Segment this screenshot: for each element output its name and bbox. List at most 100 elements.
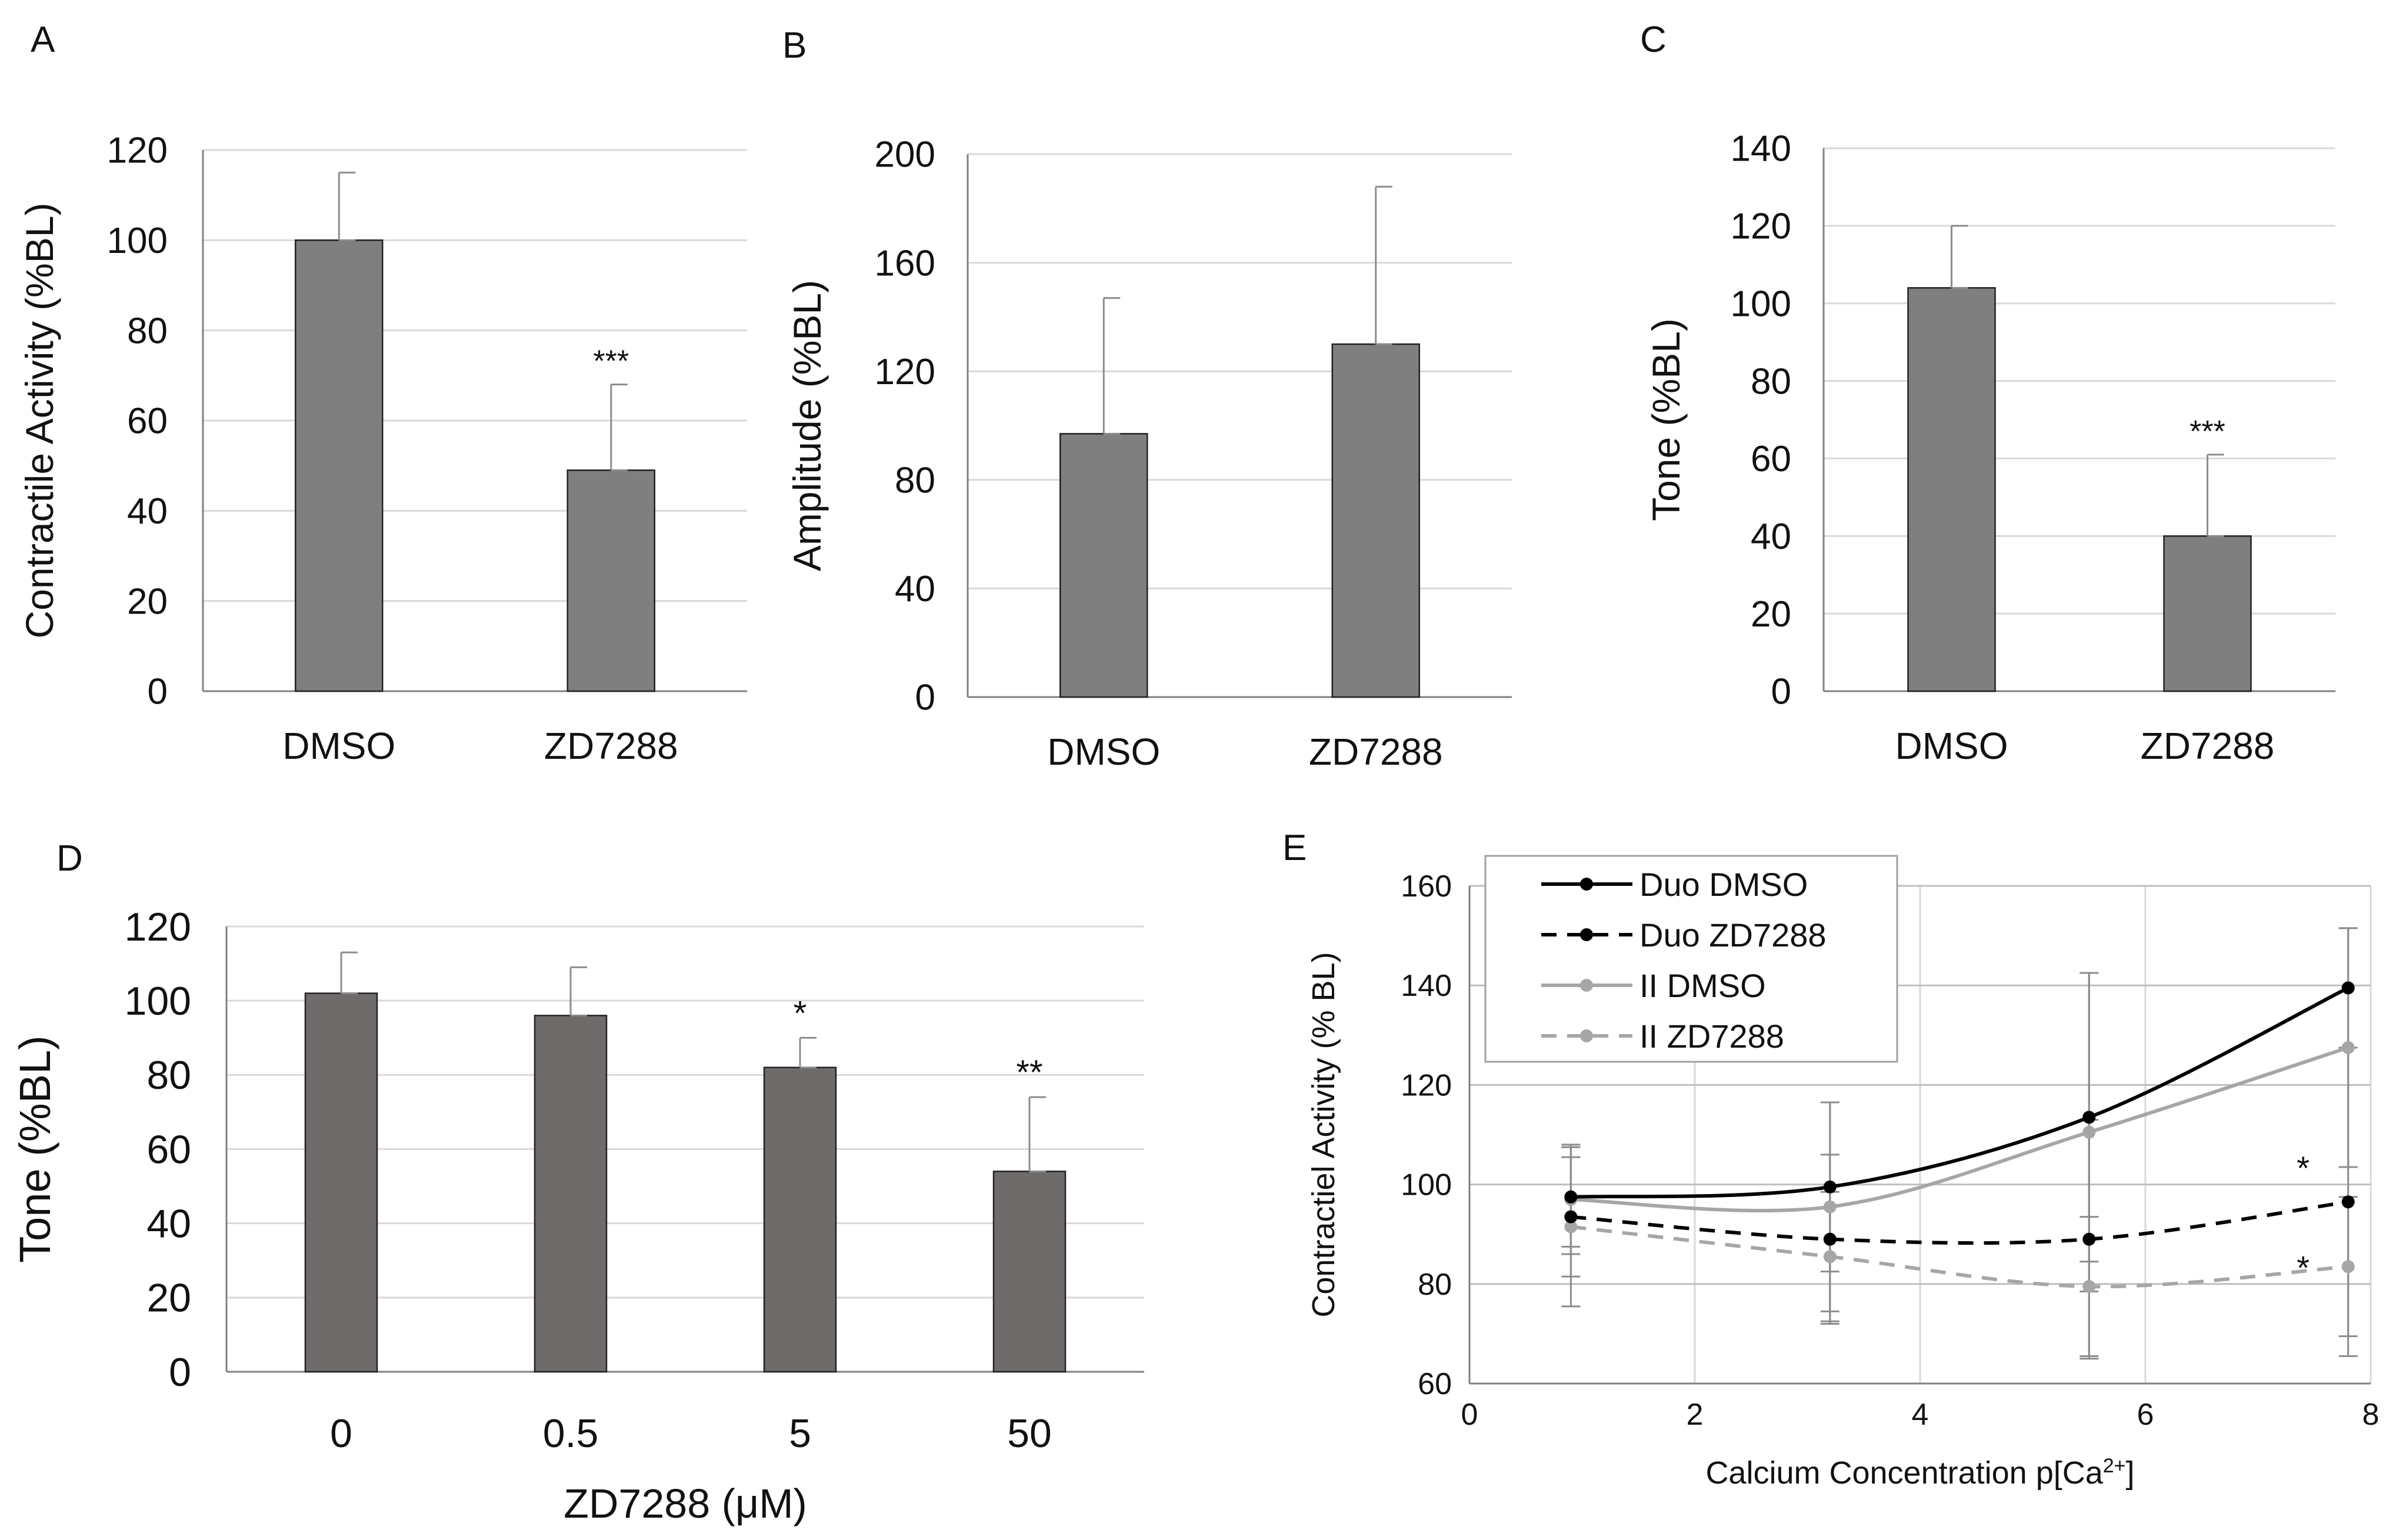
x-tick-label: DMSO	[1895, 725, 2008, 767]
y-tick-label: 80	[1751, 361, 1791, 402]
x-tick-label: 0	[330, 1411, 352, 1456]
x-tick-label: DMSO	[282, 725, 395, 767]
x-tick-label: 0.5	[543, 1411, 599, 1456]
y-tick-label: 20	[1751, 594, 1791, 635]
panel-label-c: C	[1640, 19, 1667, 60]
y-axis-label: Tone (%BL)	[1644, 318, 1688, 521]
legend-marker	[1580, 878, 1593, 891]
panel-label-b: B	[782, 25, 807, 66]
series-marker	[1564, 1190, 1578, 1204]
y-tick-label: 100	[1731, 284, 1791, 324]
x-axis-label: ZD7288 (μM)	[564, 1481, 807, 1526]
bar	[304, 992, 378, 1373]
x-axis-label: Calcium Concentration p[Ca2+]	[1705, 1455, 2134, 1491]
chart-c: 0 20 40 60 80 100 120 140 DMSO ZD7288 *** Tone (%BL…	[1644, 129, 2335, 767]
series-marker	[1823, 1180, 1837, 1194]
bar	[2163, 535, 2252, 692]
y-tick-label: 80	[127, 311, 168, 351]
legend-entry: Duo ZD7288	[1639, 916, 1827, 954]
bar	[992, 1171, 1067, 1373]
series-marker	[2341, 1041, 2355, 1054]
y-tick-label: 0	[148, 672, 168, 712]
x-tick-label: ZD7288	[544, 725, 678, 767]
y-axis-label: Contractiel Activity (% BL)	[1306, 952, 1341, 1317]
x-tick-label: 5	[789, 1411, 811, 1456]
y-tick-label: 40	[895, 569, 935, 609]
y-tick-label: 40	[127, 491, 168, 532]
series-line	[1571, 1046, 2349, 1213]
y-tick-label: 20	[127, 581, 168, 622]
y-tick-label: 140	[1401, 969, 1452, 1003]
y-tick-label: 120	[1731, 206, 1791, 247]
x-tick-label: ZD7288	[2141, 725, 2275, 767]
y-tick-label: 60	[1751, 439, 1791, 479]
significance-label: **	[1016, 1054, 1042, 1092]
legend-entry: Duo DMSO	[1639, 866, 1808, 903]
y-tick-label: 60	[1418, 1367, 1452, 1401]
chart-b: 0 40 80 120 160 200 DMSO ZD7288 Amplitude (%BL)	[785, 135, 1512, 773]
series-line	[1571, 1225, 2348, 1289]
y-tick-label: 80	[146, 1053, 191, 1098]
y-tick-label: 120	[1401, 1068, 1452, 1102]
chart-d: 0 20 40 60 80 100 120 0 0.5 5 * 50 ** Tone (%BL) ZD728…	[11, 905, 1144, 1526]
series-marker	[2082, 1111, 2096, 1124]
x-tick-label: 2	[1687, 1398, 1704, 1432]
series-marker	[1564, 1220, 1578, 1234]
y-tick-label: 0	[1771, 672, 1791, 712]
series-marker	[2082, 1232, 2096, 1246]
series-marker	[2082, 1280, 2096, 1294]
significance-label: *	[2297, 1149, 2310, 1186]
significance-label: ***	[593, 345, 629, 379]
bar	[566, 469, 655, 692]
legend-entry: II DMSO	[1639, 967, 1766, 1004]
x-tick-label: 50	[1007, 1411, 1052, 1456]
y-tick-label: 100	[1401, 1168, 1452, 1202]
x-tick-label: 4	[1912, 1398, 1929, 1432]
y-tick-label: 160	[1401, 869, 1452, 904]
y-tick-label: 100	[125, 979, 191, 1024]
y-tick-label: 120	[125, 905, 191, 949]
y-tick-label: 0	[915, 678, 935, 718]
chart-e: 0 2 4 6 8 60 80 100 120 140 160 * * Duo DMSO Duo ZD728…	[1306, 855, 2379, 1491]
y-tick-label: 60	[146, 1127, 191, 1172]
y-tick-label: 60	[127, 401, 168, 442]
bar	[1331, 343, 1420, 698]
legend-box	[1484, 855, 1898, 1063]
y-axis-label: Contractile Activity (%BL)	[18, 203, 61, 639]
series-line	[1571, 986, 2350, 1199]
significance-label: *	[794, 994, 807, 1032]
series-marker	[1564, 1210, 1578, 1224]
bar	[534, 1015, 608, 1373]
y-tick-label: 0	[169, 1350, 191, 1395]
y-tick-label: 40	[146, 1201, 191, 1246]
y-tick-label: 120	[107, 131, 168, 171]
bar	[1907, 287, 1996, 692]
y-axis-label: Tone (%BL)	[11, 1035, 59, 1263]
series-marker	[1823, 1200, 1837, 1214]
bar	[1059, 433, 1148, 698]
significance-label: *	[2297, 1249, 2310, 1286]
x-tick-label: 6	[2137, 1398, 2154, 1432]
y-tick-label: 120	[875, 352, 935, 392]
series-marker	[2341, 981, 2355, 995]
series-marker	[2082, 1125, 2096, 1139]
legend-entry: II ZD7288	[1639, 1018, 1784, 1055]
legend-marker	[1580, 1029, 1593, 1042]
y-tick-label: 140	[1731, 129, 1791, 169]
panel-label-a: A	[31, 19, 55, 60]
y-axis-label: Amplitude (%BL)	[785, 280, 829, 571]
series-marker	[2341, 1260, 2355, 1274]
y-tick-label: 20	[146, 1276, 191, 1321]
x-tick-label: ZD7288	[1309, 731, 1443, 773]
panel-label-d: D	[56, 838, 83, 879]
y-tick-label: 80	[1418, 1268, 1452, 1302]
y-tick-label: 160	[875, 243, 935, 284]
chart-a: 0 20 40 60 80 100 120 DMSO ZD7288 *** Contractile …	[18, 131, 747, 767]
legend-marker	[1580, 928, 1593, 941]
y-tick-label: 80	[895, 461, 935, 501]
y-tick-label: 100	[107, 221, 168, 261]
significance-label: ***	[2190, 415, 2225, 449]
bar	[295, 239, 384, 692]
x-tick-label: DMSO	[1047, 731, 1160, 773]
